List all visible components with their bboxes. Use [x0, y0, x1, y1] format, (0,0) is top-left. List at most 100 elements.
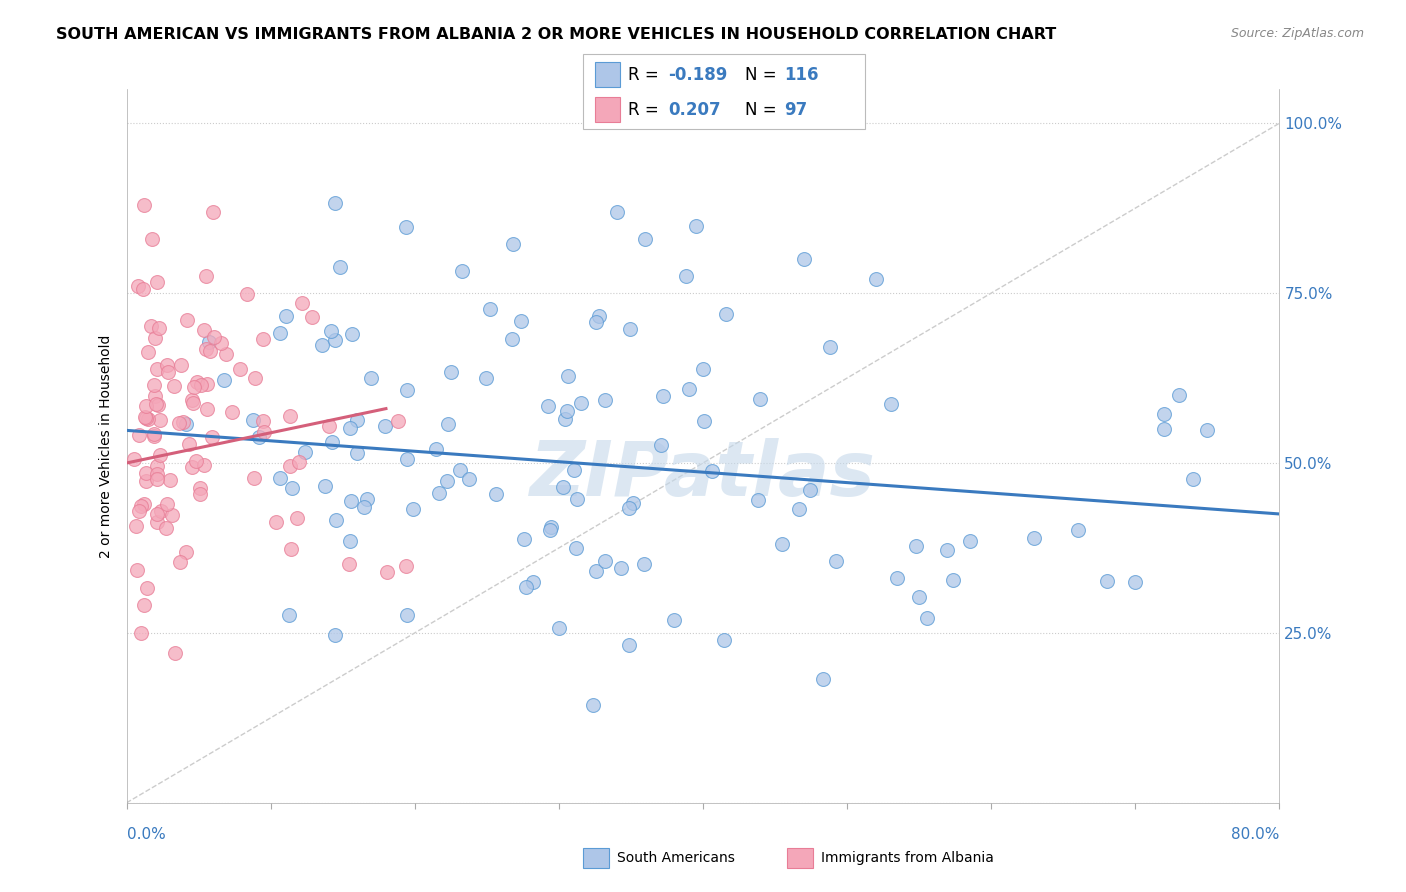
Point: [650, 438, 672, 452]
Point: [188, 487, 211, 501]
Text: N =: N =: [745, 66, 782, 84]
Point: [593, 393, 616, 408]
Point: [501, 333, 523, 347]
Point: [311, 338, 333, 352]
Point: [197, 335, 219, 350]
Point: [402, 502, 425, 516]
Point: [124, 452, 146, 467]
Point: [425, 442, 447, 456]
Point: [194, 269, 217, 284]
Point: [139, 318, 162, 333]
Point: [436, 474, 458, 488]
Point: [387, 414, 409, 428]
Point: [651, 389, 673, 403]
Point: [146, 458, 169, 473]
Point: [1067, 523, 1090, 537]
Point: [159, 473, 181, 487]
Point: [183, 396, 205, 410]
Point: [128, 504, 150, 518]
Point: [184, 453, 207, 467]
Point: [143, 427, 166, 442]
Point: [329, 260, 352, 275]
Point: [346, 413, 368, 427]
Point: [136, 411, 159, 425]
Point: [567, 491, 589, 506]
Point: [195, 401, 218, 416]
Point: [458, 472, 481, 486]
Point: [132, 598, 155, 612]
Point: [195, 376, 218, 391]
Text: 116: 116: [785, 66, 820, 84]
Point: [146, 471, 169, 485]
Point: [129, 626, 152, 640]
Point: [150, 504, 173, 518]
Point: [181, 460, 204, 475]
Point: [678, 382, 700, 396]
Point: [356, 491, 378, 506]
Point: [502, 237, 524, 252]
Point: [145, 397, 167, 411]
Point: [143, 378, 166, 392]
Point: [374, 419, 396, 434]
Text: ZIPatlas: ZIPatlas: [530, 438, 876, 511]
Point: [278, 607, 301, 622]
Point: [169, 555, 191, 569]
Point: [149, 448, 172, 462]
Point: [285, 511, 308, 525]
Point: [252, 414, 274, 428]
Point: [339, 534, 361, 549]
Point: [621, 496, 644, 510]
Point: [221, 405, 243, 419]
Point: [585, 564, 607, 578]
Point: [269, 326, 291, 341]
Point: [143, 429, 166, 443]
Point: [323, 628, 346, 642]
Point: [145, 362, 167, 376]
Point: [485, 487, 508, 501]
Point: [247, 430, 270, 444]
Text: 0.207: 0.207: [668, 101, 720, 119]
Point: [301, 310, 323, 324]
Point: [243, 371, 266, 385]
Point: [177, 437, 200, 451]
Point: [554, 412, 576, 426]
Point: [1153, 422, 1175, 436]
Text: South Americans: South Americans: [617, 851, 735, 865]
Point: [700, 464, 723, 478]
Point: [880, 397, 903, 411]
Point: [274, 309, 297, 323]
Point: [353, 500, 375, 515]
Point: [160, 508, 183, 522]
Point: [959, 533, 981, 548]
Point: [1167, 388, 1189, 402]
Point: [394, 558, 416, 573]
Point: [243, 471, 266, 485]
Point: [1095, 574, 1118, 588]
Point: [314, 479, 336, 493]
Point: [146, 398, 169, 412]
Point: [664, 613, 686, 627]
Point: [1181, 472, 1204, 486]
Point: [156, 358, 179, 372]
Text: Source: ZipAtlas.com: Source: ZipAtlas.com: [1230, 27, 1364, 40]
Point: [235, 286, 257, 301]
Point: [209, 335, 232, 350]
Point: [537, 399, 560, 413]
Point: [799, 483, 821, 497]
Point: [143, 389, 166, 403]
Text: N =: N =: [745, 101, 782, 119]
Point: [143, 331, 166, 345]
Point: [617, 500, 640, 515]
Point: [540, 520, 562, 534]
Point: [818, 340, 841, 354]
Point: [319, 324, 342, 338]
Point: [813, 672, 835, 686]
Point: [395, 219, 418, 234]
Point: [342, 326, 364, 341]
Point: [280, 459, 302, 474]
Point: [281, 481, 304, 495]
Point: [134, 410, 156, 425]
Point: [513, 532, 536, 546]
Point: [288, 454, 311, 468]
Point: [522, 574, 544, 589]
